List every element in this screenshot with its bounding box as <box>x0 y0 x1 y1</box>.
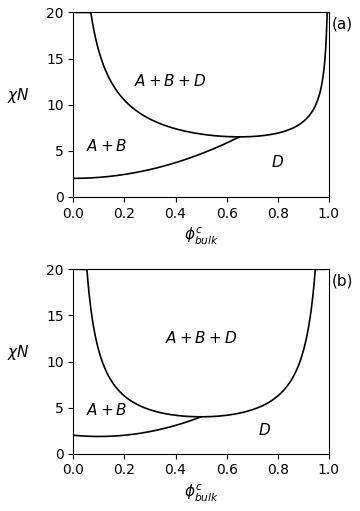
Text: $A+B+D$: $A+B+D$ <box>134 73 207 89</box>
Text: $A+B$: $A+B$ <box>86 402 127 418</box>
Text: $D$: $D$ <box>258 422 271 438</box>
Y-axis label: $\chi N$: $\chi N$ <box>7 86 30 105</box>
Y-axis label: $\chi N$: $\chi N$ <box>7 342 30 361</box>
Text: $A+B+D$: $A+B+D$ <box>165 330 237 346</box>
Text: $A+B$: $A+B$ <box>86 137 127 154</box>
Text: $D$: $D$ <box>271 154 284 170</box>
X-axis label: $\phi^c_{bulk}$: $\phi^c_{bulk}$ <box>184 226 219 247</box>
Text: (a): (a) <box>331 16 352 31</box>
Text: (b): (b) <box>331 273 353 288</box>
X-axis label: $\phi^c_{bulk}$: $\phi^c_{bulk}$ <box>184 483 219 504</box>
